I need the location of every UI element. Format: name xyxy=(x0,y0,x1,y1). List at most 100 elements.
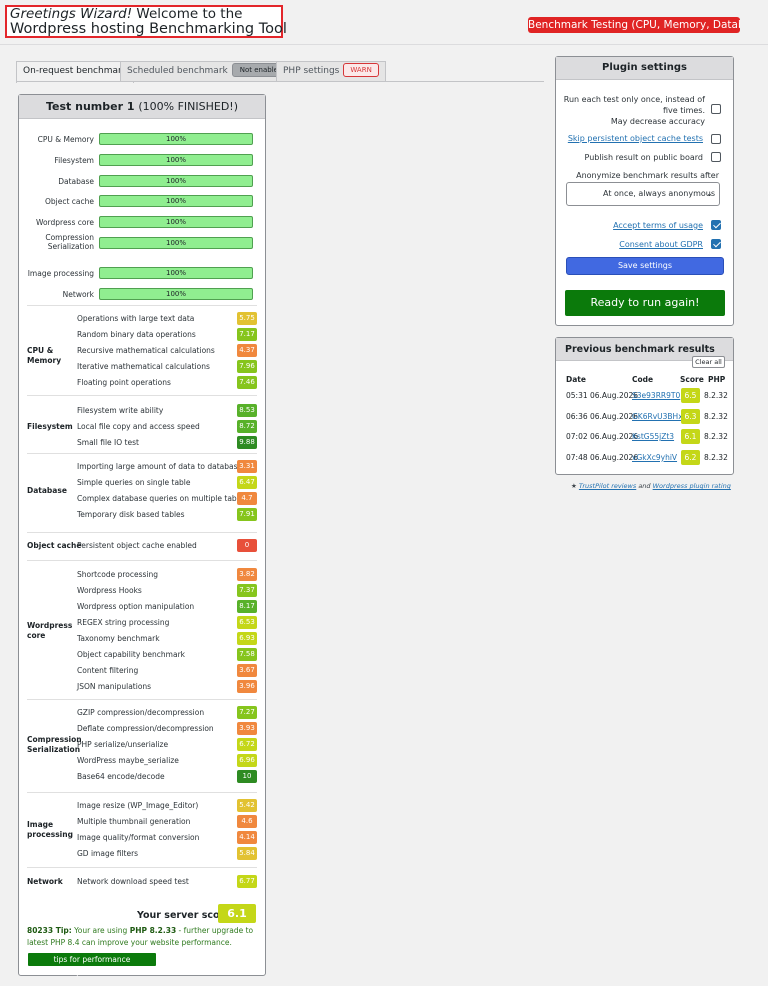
performance-tips-button[interactable]: tips for performance improvement xyxy=(28,953,156,977)
col-php: PHP xyxy=(708,375,726,384)
test-name: Iterative mathematical calculations xyxy=(77,362,210,371)
test-row: Random binary data operations 7.17 xyxy=(77,328,257,342)
result-date: 07:02 06.Aug.2026 xyxy=(566,432,639,441)
test-score-badge: 7.91 xyxy=(237,508,257,521)
accept-terms-label[interactable]: Accept terms of usage xyxy=(613,221,703,230)
test-name: Image resize (WP_Image_Editor) xyxy=(77,801,199,810)
test-score-badge: 3.96 xyxy=(237,680,257,693)
test-name: Wordpress Hooks xyxy=(77,586,142,595)
test-name: GD image filters xyxy=(77,849,139,858)
test-name: Multiple thumbnail generation xyxy=(77,817,191,826)
test-name: Temporary disk based tables xyxy=(77,510,185,519)
result-code-link[interactable]: KstG55jZt3 xyxy=(632,432,675,441)
test-score-badge: 3.93 xyxy=(237,722,257,735)
accept-terms-checkbox[interactable] xyxy=(711,220,721,230)
progress-bar: 100% xyxy=(99,154,253,166)
test-row: Image quality/format conversion 4.14 xyxy=(77,831,257,845)
category-label: Image processing xyxy=(27,820,73,839)
progress-row: CPU & Memory 100% xyxy=(19,133,267,147)
test-name: Image quality/format conversion xyxy=(77,833,200,842)
test-score-badge: 6.72 xyxy=(237,738,257,751)
test-score-badge: 6.93 xyxy=(237,632,257,645)
test-score-badge: 7.58 xyxy=(237,648,257,661)
run-once-checkbox[interactable] xyxy=(711,104,721,114)
test-score-badge: 8.53 xyxy=(237,404,257,417)
save-settings-button[interactable]: Save settings xyxy=(566,257,724,275)
test-name: Base64 encode/decode xyxy=(77,772,165,781)
test-score-badge: 6.47 xyxy=(237,476,257,489)
test-row: Shortcode processing 3.82 xyxy=(77,568,257,582)
tab-php-settings[interactable]: PHP settings WARN xyxy=(276,61,386,82)
progress-row: Wordpress core 100% xyxy=(19,216,267,230)
test-row: Wordpress option manipulation 8.17 xyxy=(77,600,257,614)
category-divider xyxy=(27,305,257,306)
test-row: Importing large amount of data to databa… xyxy=(77,460,257,474)
test-score-badge: 7.17 xyxy=(237,328,257,341)
test-score-badge: 5.75 xyxy=(237,312,257,325)
category-divider xyxy=(27,560,257,561)
php-upgrade-tip: 80233 Tip: Your are using PHP 8.2.33 - f… xyxy=(27,926,254,947)
col-date: Date xyxy=(566,375,586,384)
test-row: Complex database queries on multiple tab… xyxy=(77,492,257,506)
test-score-badge: 7.27 xyxy=(237,706,257,719)
test-name: Local file copy and access speed xyxy=(77,422,200,431)
test-score-badge: 3.31 xyxy=(237,460,257,473)
test-row: Image resize (WP_Image_Editor) 5.42 xyxy=(77,799,257,813)
result-score-badge: 6.5 xyxy=(681,388,700,403)
test-score-badge: 8.17 xyxy=(237,600,257,613)
result-score-badge: 6.2 xyxy=(681,449,700,465)
publish-checkbox[interactable] xyxy=(711,152,721,162)
test-score-badge: 6.77 xyxy=(237,875,257,888)
result-code-link[interactable]: GK6RvU3BHx xyxy=(632,411,683,421)
test-score-badge: 4.37 xyxy=(237,344,257,357)
test-name: Complex database queries on multiple tab… xyxy=(77,494,248,503)
category-label: Database xyxy=(27,486,67,495)
skip-cache-checkbox[interactable] xyxy=(711,134,721,144)
test-score-badge: 7.96 xyxy=(237,360,257,373)
test-row: WordPress maybe_serialize 6.96 xyxy=(77,754,257,768)
trustpilot-link[interactable]: TrustPilot reviews xyxy=(578,482,637,490)
result-code-link[interactable]: S3e93RR9T0 xyxy=(632,391,681,400)
test-row: Small file IO test 9.88 xyxy=(77,436,257,450)
category-label: Compression Serialization xyxy=(27,735,82,754)
test-score-badge: 3.82 xyxy=(237,568,257,581)
star-icon: ★ xyxy=(571,482,577,490)
wordpress-rating-link[interactable]: Wordpress plugin rating xyxy=(652,482,731,490)
test-name: Network download speed test xyxy=(77,877,189,886)
test-name: Recursive mathematical calculations xyxy=(77,346,215,355)
chevron-down-icon: ⌄ xyxy=(706,189,713,198)
test-name: Random binary data operations xyxy=(77,330,196,339)
result-date: 05:31 06.Aug.2026 xyxy=(566,391,639,400)
category-label: Network xyxy=(27,877,63,886)
anonymize-select[interactable]: At once, always anonymous ⌄ xyxy=(566,182,720,206)
clear-all-button[interactable]: Clear all xyxy=(692,356,725,368)
run-again-button[interactable]: Ready to run again! xyxy=(565,290,725,316)
progress-bar: 100% xyxy=(99,288,253,300)
skip-cache-label[interactable]: Skip persistent object cache tests xyxy=(567,134,703,143)
test-row: Taxonomy benchmark 6.93 xyxy=(77,632,257,646)
result-code-link[interactable]: vGkXc9yhiV xyxy=(632,452,678,462)
progress-label: Database xyxy=(58,177,94,186)
test-name: Shortcode processing xyxy=(77,570,159,579)
test-row: Temporary disk based tables 7.91 xyxy=(77,508,257,522)
tab-on-request-benchmark[interactable]: On-request benchmark xyxy=(16,61,134,83)
consent-gdpr-label[interactable]: Consent about GDPR xyxy=(619,240,703,249)
test-name: Floating point operations xyxy=(77,378,171,387)
server-score-badge: 6.1 xyxy=(218,904,256,923)
test-name: Content filtering xyxy=(77,666,139,675)
test-name: Filesystem write ability xyxy=(77,406,164,415)
test-row: Recursive mathematical calculations 4.37 xyxy=(77,344,257,358)
welcome-text: Welcome to the xyxy=(132,6,243,22)
plugin-settings-title: Plugin settings xyxy=(556,57,733,80)
previous-results-panel: Previous benchmark results Clear all Dat… xyxy=(555,337,734,475)
consent-gdpr-checkbox[interactable] xyxy=(711,239,721,249)
test-score-badge: 5.42 xyxy=(237,799,257,812)
test-score-badge: 10 xyxy=(237,770,257,783)
tool-name: Wordpress hosting Benchmarking Tool xyxy=(10,21,287,37)
plugin-settings-panel: Plugin settings Run each test only once,… xyxy=(555,56,734,326)
anonymize-label: Anonymize benchmark results after xyxy=(576,171,719,180)
tab-scheduled-benchmark[interactable]: Scheduled benchmark Not enabled xyxy=(120,61,298,82)
test-row: Object capability benchmark 7.58 xyxy=(77,648,257,662)
test-score-badge: 4.14 xyxy=(237,831,257,844)
result-score-badge: 6.1 xyxy=(681,429,700,444)
